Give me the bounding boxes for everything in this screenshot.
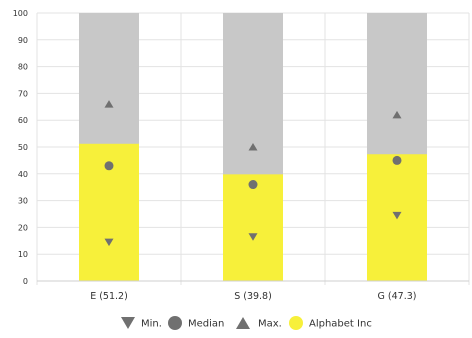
- markers: [104, 100, 402, 247]
- y-tick-label: 70: [18, 89, 28, 98]
- y-tick-label: 80: [18, 63, 28, 72]
- circle-yellow-icon: [289, 316, 303, 330]
- y-tick-label: 90: [18, 36, 28, 45]
- legend-label: Max.: [258, 319, 282, 330]
- legend-label: Median: [188, 319, 224, 330]
- min-marker: [248, 233, 258, 241]
- value-bar: [223, 174, 283, 281]
- min-marker: [392, 211, 402, 220]
- axes: 0 10 20 30 40 50 60 70 80 90 100 E (51.2) S (39.8) G …: [13, 9, 469, 302]
- y-tick-label: 100: [13, 9, 28, 18]
- circle-icon: [168, 316, 182, 330]
- max-marker: [104, 100, 114, 108]
- median-marker: [392, 155, 402, 165]
- y-tick-label: 0: [23, 277, 28, 286]
- y-tick-label: 20: [18, 223, 28, 232]
- legend-label: Min.: [141, 319, 162, 330]
- y-tick-label: 60: [18, 116, 28, 125]
- min-marker: [104, 238, 114, 247]
- max-marker: [392, 110, 402, 119]
- legend-label: Alphabet Inc: [309, 319, 372, 330]
- median-marker: [248, 180, 258, 190]
- triangle-down-icon: [121, 317, 135, 329]
- x-tick-label: E (51.2): [90, 291, 128, 302]
- y-tick-label: 30: [18, 197, 28, 206]
- max-marker: [248, 143, 258, 151]
- triangle-up-icon: [236, 317, 250, 329]
- y-tick-label: 50: [18, 143, 28, 152]
- y-tick-label: 10: [18, 250, 28, 259]
- legend: Min. Median Max. Alphabet Inc: [121, 316, 372, 330]
- x-tick-label: S (39.8): [234, 291, 272, 302]
- x-tick-label: G (47.3): [378, 291, 417, 302]
- y-tick-label: 40: [18, 170, 28, 179]
- median-marker: [104, 161, 114, 171]
